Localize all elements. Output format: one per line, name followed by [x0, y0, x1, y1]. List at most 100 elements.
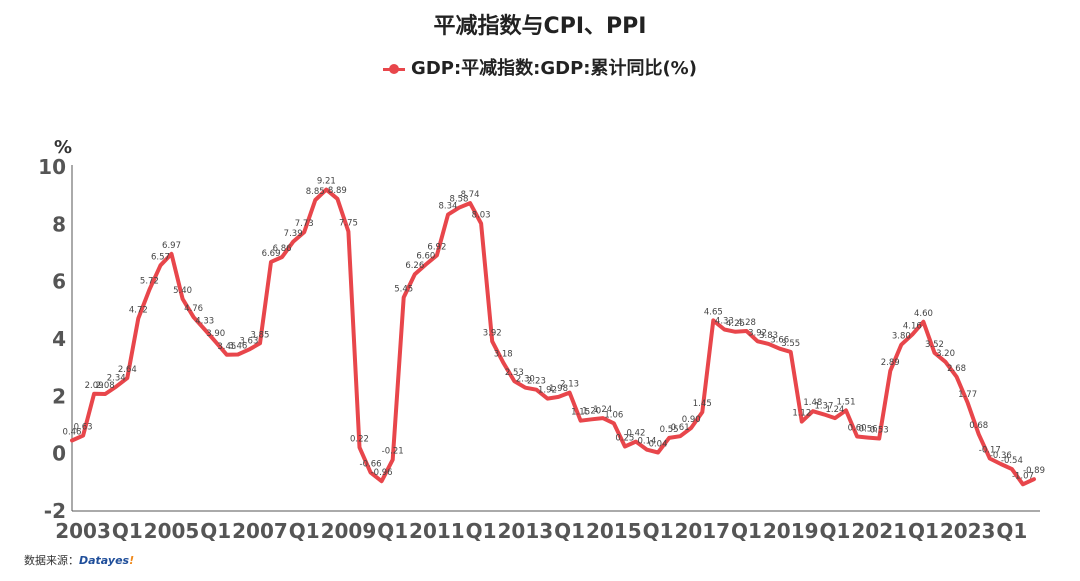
data-label: 0.04	[649, 440, 668, 450]
data-label: 7.39	[284, 229, 303, 239]
data-label: -0.17	[979, 446, 1001, 456]
data-label: 4.76	[184, 304, 203, 314]
data-labels: 0.460.63 2.092.082.342.64 4.72 5.72 6.576.97…	[63, 177, 1045, 482]
data-label: 1.24	[825, 405, 844, 415]
data-label: 2.09	[85, 381, 104, 391]
data-label: 0.61	[671, 423, 690, 433]
y-tick-label: 6	[52, 270, 66, 294]
x-tick-label: Q1	[643, 519, 674, 543]
data-label: 0.14	[638, 437, 657, 447]
data-label: 6.97	[162, 241, 181, 251]
data-label: 3.66	[770, 336, 789, 346]
data-label: 3.92	[483, 328, 502, 338]
data-label: 5.45	[394, 284, 413, 294]
data-label: 1.20	[582, 406, 601, 416]
data-label: 1.98	[549, 384, 568, 394]
x-tick-label: 2007	[232, 519, 288, 543]
data-label: 0.55	[660, 425, 679, 435]
data-label: 1.51	[837, 397, 856, 407]
data-label: 3.92	[748, 328, 767, 338]
data-label: -0.36	[990, 451, 1012, 461]
data-label: 0.42	[626, 429, 645, 439]
y-axis-label: %	[54, 137, 72, 158]
data-label: 5.72	[140, 277, 159, 287]
y-tick-label: 10	[38, 155, 66, 179]
y-tick-label: -2	[44, 499, 66, 523]
x-tick-label: 2021	[851, 519, 907, 543]
data-label: 0.53	[870, 425, 889, 435]
data-source: 数据来源：Datayes!	[24, 552, 134, 568]
y-tick-label: 4	[52, 327, 66, 351]
series-layer	[70, 187, 1036, 487]
data-label: 8.58	[450, 195, 469, 205]
data-label: 8.89	[328, 186, 347, 196]
data-label: -0.54	[1001, 456, 1023, 466]
x-tick-label: Q1	[908, 519, 939, 543]
data-label: 8.74	[461, 190, 480, 200]
data-label: 0.56	[859, 425, 878, 435]
x-tick-label: 2009	[321, 519, 377, 543]
data-label: 1.45	[693, 399, 712, 409]
chart-title: 平减指数与CPI、PPI	[433, 14, 647, 39]
x-tick-label: Q1	[377, 519, 408, 543]
data-label: 8.03	[472, 210, 491, 220]
data-label: 1.77	[958, 390, 977, 400]
x-tick-label: Q1	[731, 519, 762, 543]
data-label: 6.57	[151, 252, 170, 262]
data-label: 6.26	[405, 261, 424, 271]
data-label: 3.55	[781, 339, 800, 349]
data-label: 2.13	[560, 380, 579, 390]
data-label: 0.63	[74, 423, 93, 433]
data-label: 4.65	[704, 307, 723, 317]
data-label: 3.18	[494, 350, 513, 360]
data-label: 1.15	[571, 408, 590, 418]
data-label: 4.33	[715, 317, 734, 327]
data-label: 4.28	[737, 318, 756, 328]
data-label: 3.85	[251, 330, 270, 340]
data-label: -0.21	[382, 447, 404, 457]
data-label: 2.23	[527, 377, 546, 387]
x-tick-label: 2023	[940, 519, 996, 543]
x-tick-label: Q1	[466, 519, 497, 543]
data-label: 8.34	[438, 202, 457, 212]
data-label: 1.12	[792, 409, 811, 419]
data-label: 2.34	[107, 374, 126, 384]
x-tick-label: Q1	[200, 519, 231, 543]
data-label: 6.60	[416, 251, 435, 261]
data-label: 0.25	[615, 434, 634, 444]
x-tick-label: 2017	[674, 519, 730, 543]
data-label: 8.85	[306, 187, 325, 197]
y-tick-label: 2	[52, 384, 66, 408]
data-label: 3.83	[759, 331, 778, 341]
data-label: 1.06	[604, 410, 623, 420]
legend[interactable]: GDP:平减指数:GDP:累计同比(%)	[0, 54, 1080, 80]
data-label: 3.80	[892, 332, 911, 342]
data-label: 4.60	[914, 309, 933, 319]
x-tick-label: Q1	[289, 519, 320, 543]
data-label: 2.08	[96, 381, 115, 391]
data-label: 1.24	[593, 405, 612, 415]
data-label: 3.63	[239, 337, 258, 347]
data-label: 0.22	[350, 434, 369, 444]
data-label: 3.90	[206, 329, 225, 339]
data-label: 4.16	[903, 321, 922, 331]
data-label: 3.45	[217, 342, 236, 352]
data-label: 1.92	[538, 386, 557, 396]
data-label: 0.60	[848, 423, 867, 433]
data-label: 6.69	[262, 249, 281, 259]
data-label: -0.96	[371, 468, 393, 478]
data-label: 9.21	[317, 177, 336, 187]
x-tick-label: Q1	[554, 519, 585, 543]
legend-label: GDP:平减指数:GDP:累计同比(%)	[411, 58, 697, 79]
data-label: 2.89	[881, 358, 900, 368]
x-tick-label: 2013	[498, 519, 554, 543]
data-label: -0.89	[1023, 466, 1045, 476]
data-label: 0.68	[969, 421, 988, 431]
x-tick-label: 2005	[144, 519, 200, 543]
data-label: 5.40	[173, 286, 192, 296]
x-tick-label: Q1	[820, 519, 851, 543]
data-label: 4.72	[129, 305, 148, 315]
x-tick-label: 2015	[586, 519, 642, 543]
